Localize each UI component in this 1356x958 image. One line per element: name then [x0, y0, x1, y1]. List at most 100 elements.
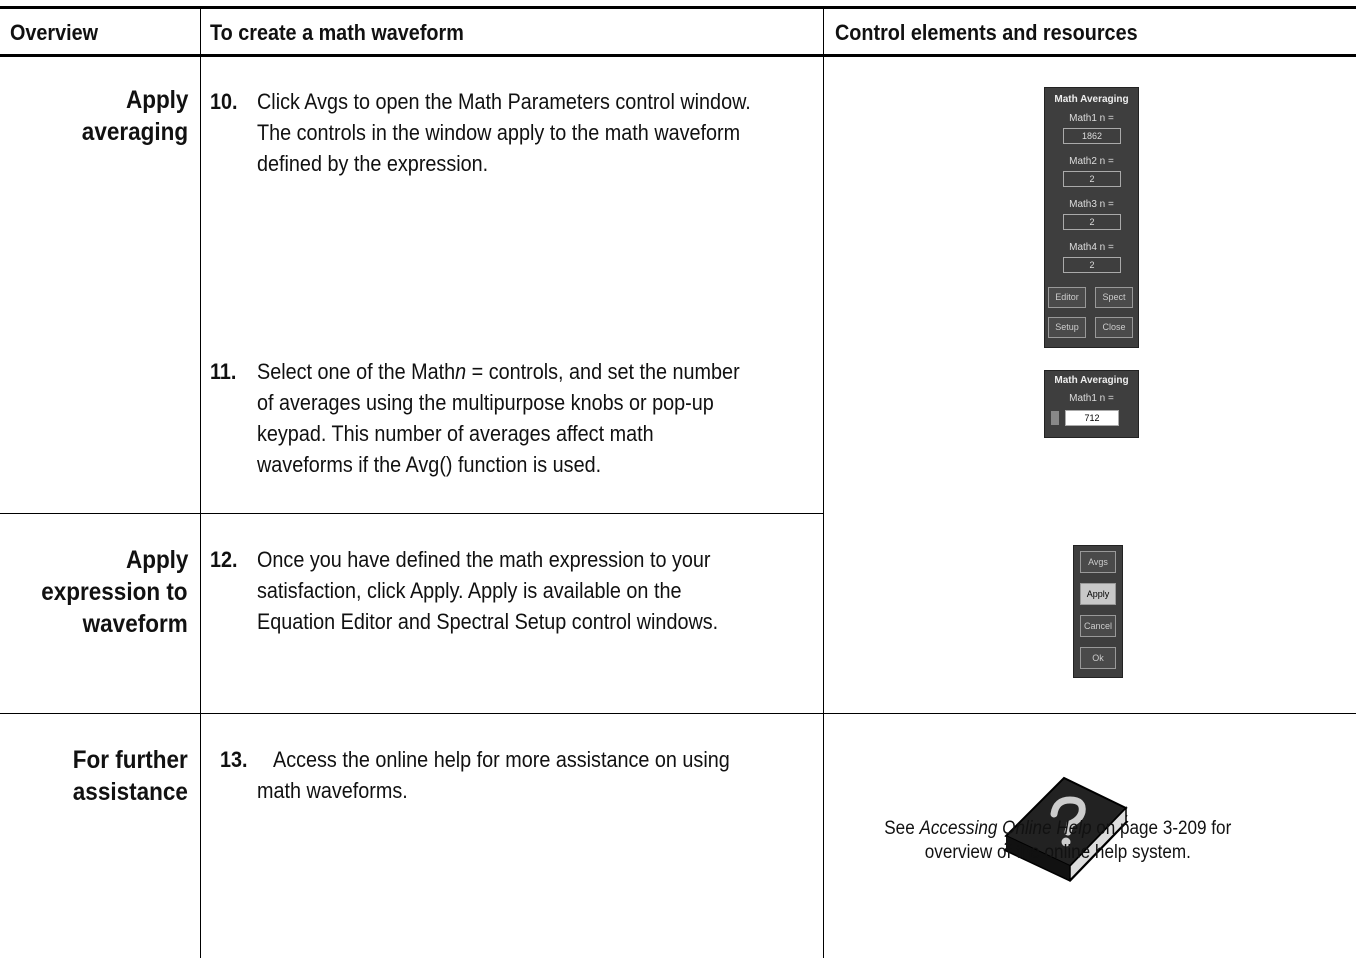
column-rule — [200, 8, 201, 958]
overview-label-text: expression to — [41, 578, 188, 606]
text-line-inner: See Accessing Online Help on page 3-209 … — [884, 817, 1231, 841]
panel-button[interactable]: Ok — [1080, 647, 1116, 669]
keypad-icon — [1051, 411, 1059, 425]
text-line-inner: overview of the online help system. — [925, 841, 1191, 865]
text-line: The controls in the window apply to the … — [257, 120, 794, 146]
text-segment: Equation Editor and Spectral Setup contr… — [257, 609, 719, 634]
text-segment: Once you have defined the math expressio… — [257, 547, 711, 572]
math-averaging-panel: Math Averaging Math1 n = 1862 Math2 n = 2 Mat… — [1044, 87, 1139, 348]
column-header-text: Control elements and resources — [835, 20, 1138, 45]
field-value[interactable]: 712 — [1065, 410, 1119, 426]
text-segment: waveforms if the Avg() function is used. — [257, 452, 602, 477]
text-segment: of averages using the multipurpose knobs… — [257, 390, 714, 415]
row-rule — [0, 513, 823, 514]
text-line: keypad. This number of averages affect m… — [257, 421, 698, 447]
overview-label-text: assistance — [72, 778, 188, 806]
button-panel: Avgs Apply Cancel Ok — [1073, 545, 1123, 678]
step-number-text: 10. — [210, 89, 238, 114]
field-label: Math4 n = — [1069, 242, 1114, 253]
text-line-inner: Once you have defined the math expressio… — [257, 547, 710, 573]
step-number-text: 12. — [210, 547, 238, 572]
column-header-text: Overview — [10, 20, 99, 45]
text-line: Once you have defined the math expressio… — [257, 547, 761, 573]
text-line-inner: Equation Editor and Spectral Setup contr… — [257, 609, 718, 635]
panel-button[interactable]: Avgs — [1080, 551, 1116, 573]
step-number-text: 13. — [220, 747, 248, 772]
overview-label-text: For further — [72, 746, 188, 774]
text-segment: Select one of the Math — [257, 359, 456, 384]
text-line-inner: keypad. This number of averages affect m… — [257, 421, 654, 447]
text-segment: Click Avgs to open the Math Parameters c… — [257, 89, 751, 114]
field-value: 2 — [1063, 257, 1121, 273]
text-line: math waveforms. — [257, 778, 425, 804]
field-label: Math1 n = — [1069, 113, 1114, 124]
overview-label: expression to — [25, 578, 188, 606]
text-segment: = controls, and set the number — [466, 359, 740, 384]
column-header: Overview — [10, 20, 108, 46]
panel-button[interactable]: Spect — [1095, 287, 1133, 308]
text-segment: See — [884, 818, 920, 839]
text-line: Click Avgs to open the Math Parameters c… — [257, 89, 806, 115]
column-rule — [823, 8, 824, 958]
text-line: Access the online help for more assistan… — [273, 747, 781, 773]
panel-title: Math Averaging — [1054, 375, 1129, 386]
text-line-inner: Select one of the Mathn = controls, and … — [257, 359, 740, 385]
field-label: Math1 n = — [1069, 393, 1114, 404]
overview-label: Apply — [119, 546, 188, 574]
text-line: See Accessing Online Help on page 3-209 … — [758, 817, 1356, 841]
top-rule — [0, 6, 1356, 9]
overview-label: waveform — [71, 610, 188, 638]
overview-label: assistance — [60, 778, 188, 806]
row-rule — [0, 713, 1356, 714]
text-segment: Access the online help for more assistan… — [273, 747, 730, 772]
overview-label: For further — [60, 746, 188, 774]
math-averaging-small-panel: Math Averaging Math1 n = 712 — [1044, 370, 1139, 438]
text-segment: defined by the expression. — [257, 151, 489, 176]
text-line: overview of the online help system. — [758, 841, 1356, 865]
text-segment: satisfaction, click Apply. Apply is avai… — [257, 578, 682, 603]
text-segment: The controls in the window apply to the … — [257, 120, 741, 145]
text-segment: overview of the online help system. — [924, 842, 1192, 863]
field-label: Math2 n = — [1069, 156, 1114, 167]
field-value: 1862 — [1063, 128, 1121, 144]
column-header: Control elements and resources — [835, 20, 1171, 46]
overview-label-text: Apply — [125, 546, 188, 574]
field-label: Math3 n = — [1069, 199, 1114, 210]
field-value: 2 — [1063, 171, 1121, 187]
column-header-text: To create a math waveform — [210, 20, 464, 45]
panel-button[interactable]: Setup — [1048, 317, 1086, 338]
panel-button[interactable]: Editor — [1048, 287, 1086, 308]
step-number-text: 11. — [210, 359, 237, 384]
text-line: defined by the expression. — [257, 151, 514, 177]
text-line-inner: satisfaction, click Apply. Apply is avai… — [257, 578, 681, 604]
text-line: Equation Editor and Spectral Setup contr… — [257, 609, 769, 635]
step-number: 13. — [220, 747, 251, 773]
text-line-inner: waveforms if the Avg() function is used. — [257, 452, 601, 478]
text-line-inner: math waveforms. — [257, 778, 408, 804]
panel-button[interactable]: Apply — [1080, 583, 1116, 605]
text-segment: keypad. This number of averages affect m… — [257, 421, 654, 446]
text-line-inner: The controls in the window apply to the … — [257, 120, 740, 146]
text-line: satisfaction, click Apply. Apply is avai… — [257, 578, 729, 604]
overview-label: Apply — [119, 86, 188, 114]
text-segment: on page 3-209 for — [1091, 818, 1232, 839]
text-line: Select one of the Mathn = controls, and … — [257, 359, 793, 385]
step-number: 10. — [210, 89, 241, 115]
text-segment: math waveforms. — [257, 778, 408, 803]
text-line-inner: Click Avgs to open the Math Parameters c… — [257, 89, 751, 115]
step-number: 12. — [210, 547, 241, 573]
panel-title: Math Averaging — [1054, 94, 1129, 105]
text-line-inner: defined by the expression. — [257, 151, 488, 177]
column-header: To create a math waveform — [210, 20, 492, 46]
panel-button[interactable]: Cancel — [1080, 615, 1116, 637]
text-line-inner: of averages using the multipurpose knobs… — [257, 390, 714, 416]
text-line-inner: Access the online help for more assistan… — [273, 747, 730, 773]
panel-button[interactable]: Close — [1095, 317, 1133, 338]
overview-label-text: averaging — [81, 118, 188, 146]
overview-label: averaging — [70, 118, 188, 146]
header-rule — [0, 54, 1356, 57]
step-number: 11. — [210, 359, 239, 385]
text-line: of averages using the multipurpose knobs… — [257, 390, 765, 416]
overview-label-text: waveform — [82, 610, 188, 638]
